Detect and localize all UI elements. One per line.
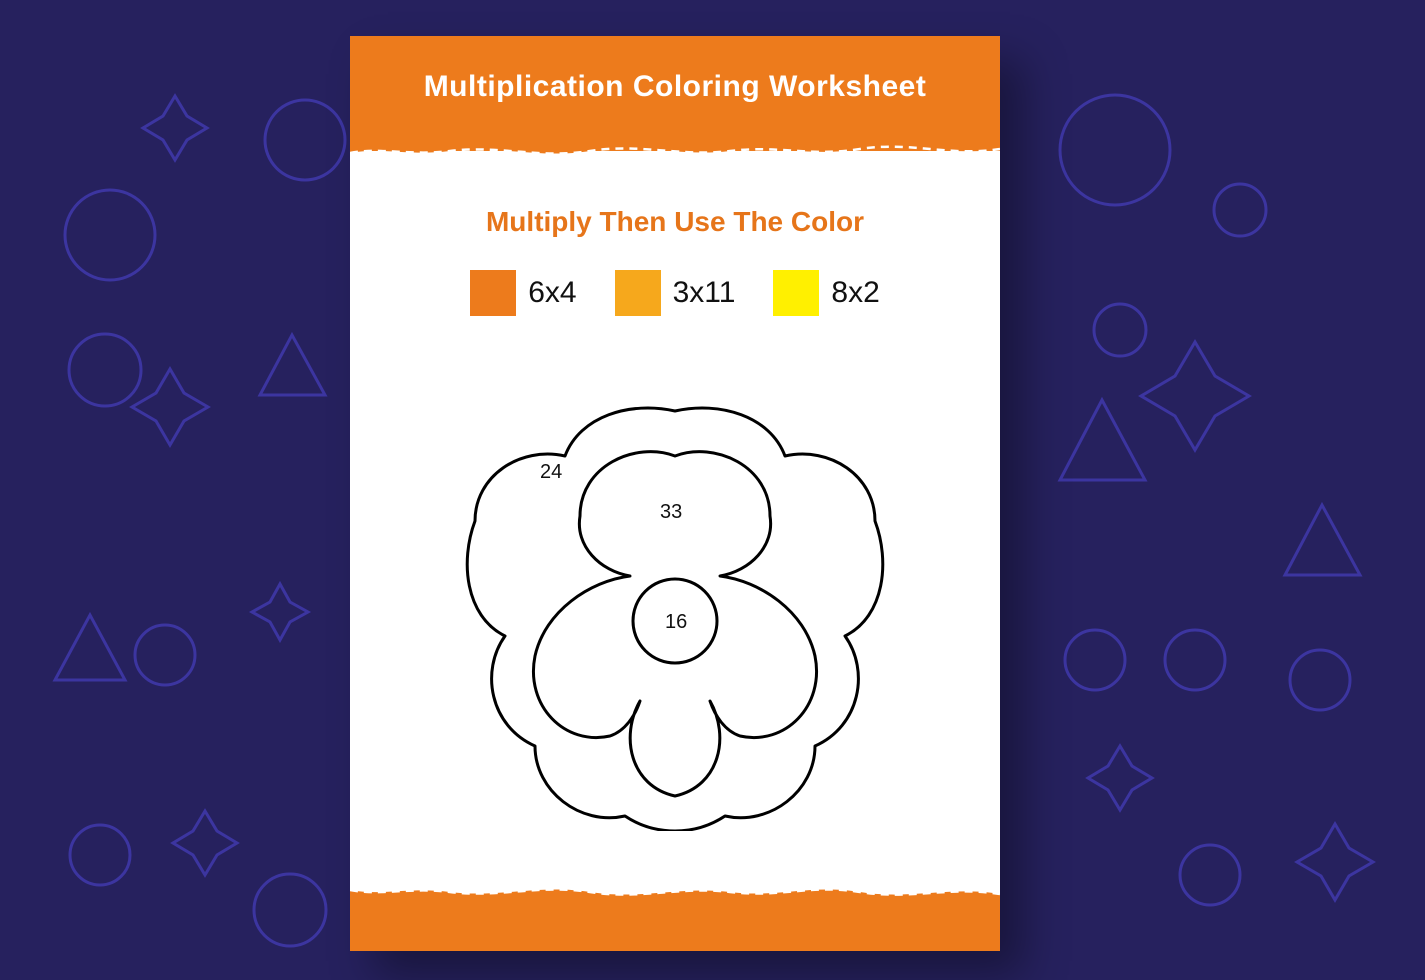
swatch-2 <box>615 270 661 316</box>
legend-label: 6x4 <box>528 276 576 310</box>
region-value-center: 16 <box>665 611 687 634</box>
region-value-petals: 33 <box>660 501 682 524</box>
color-legend: 6x4 3x11 8x2 <box>350 270 1000 316</box>
legend-label: 3x11 <box>673 276 736 310</box>
legend-item: 8x2 <box>773 270 879 316</box>
header-band: Multiplication Coloring Worksheet <box>350 36 1000 151</box>
footer-band <box>350 896 1000 951</box>
worksheet-page: Multiplication Coloring Worksheet Multip… <box>350 36 1000 951</box>
footer-torn-edge <box>350 878 1000 914</box>
swatch-3 <box>773 270 819 316</box>
region-value-outer: 24 <box>540 461 562 484</box>
legend-label: 8x2 <box>831 276 879 310</box>
legend-item: 3x11 <box>615 270 736 316</box>
page-title: Multiplication Coloring Worksheet <box>350 36 1000 104</box>
flower-diagram: 24 33 16 <box>350 356 1000 876</box>
swatch-1 <box>470 270 516 316</box>
legend-item: 6x4 <box>470 270 576 316</box>
header-torn-edge <box>350 131 1000 171</box>
subtitle: Multiply Then Use The Color <box>350 206 1000 238</box>
